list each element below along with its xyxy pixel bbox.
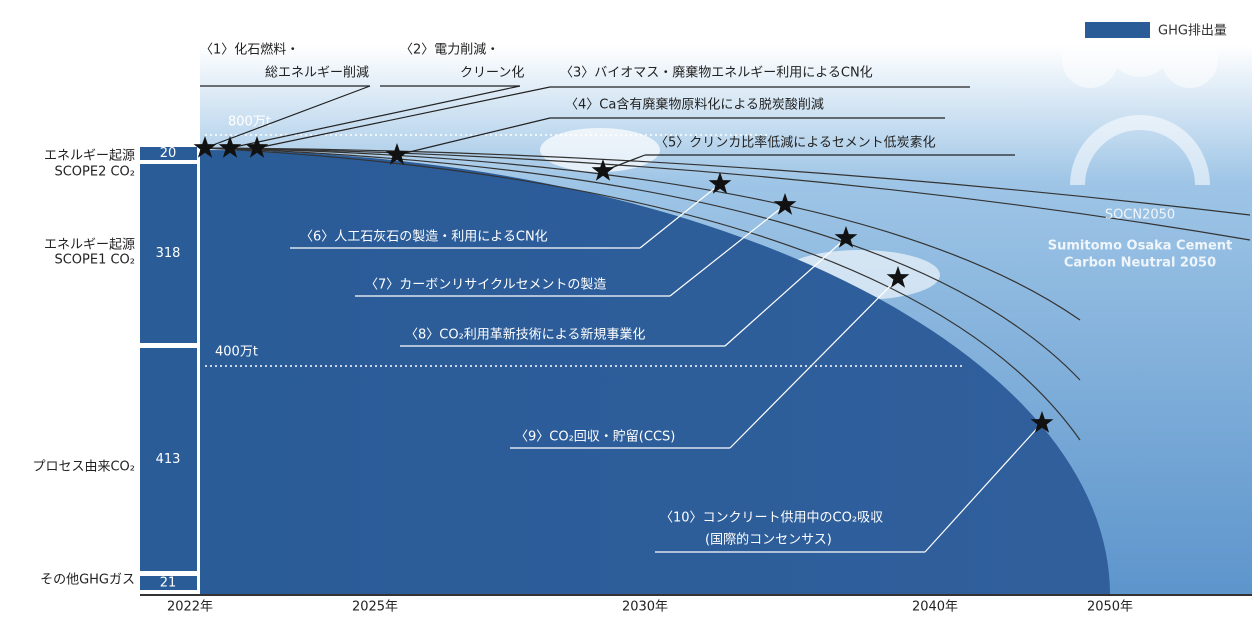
- bar-label: その他GHGガス: [40, 573, 135, 588]
- annotation-text: 〈1〉化石燃料・: [200, 42, 299, 58]
- bar-label: SCOPE1 CO₂: [54, 253, 135, 268]
- bar-label: プロセス由来CO₂: [32, 460, 135, 475]
- annotation-text: 〈10〉コンクリート供用中のCO₂吸収: [660, 511, 883, 526]
- annotation-text: (国際的コンセンサス): [705, 532, 832, 548]
- annotation-text: 〈9〉CO₂回収・貯留(CCS): [515, 430, 675, 445]
- year-label: 2030年: [622, 600, 668, 615]
- legend-label: GHG排出量: [1158, 24, 1227, 39]
- annotation-text: クリーン化: [460, 66, 524, 81]
- diagram: GHG排出量20エネルギー起源SCOPE2 CO₂318エネルギー起源SCOPE…: [0, 0, 1252, 617]
- logo-subtitle: Sumitomo Osaka Cement: [1048, 239, 1232, 254]
- annotation-text: 〈7〉カーボンリサイクルセメントの製造: [365, 278, 606, 293]
- annotation-text: 〈3〉バイオマス・廃棄物エネルギー利用によるCN化: [560, 65, 873, 81]
- annotation-text: 〈4〉Ca含有廃棄物原料化による脱炭酸削減: [565, 97, 824, 113]
- year-label: 2040年: [912, 600, 958, 615]
- threshold-label: 400万t: [215, 345, 258, 360]
- year-label: 2025年: [352, 600, 398, 615]
- threshold-label: 800万t: [228, 115, 271, 130]
- legend-swatch: [1085, 22, 1150, 38]
- logo-title: SOCN2050: [1105, 208, 1175, 223]
- bar-label: エネルギー起源: [44, 149, 135, 164]
- annotation-text: 〈8〉CO₂利用革新技術による新規事業化: [405, 327, 645, 343]
- year-label: 2050年: [1087, 600, 1133, 615]
- bar-value: 21: [160, 576, 177, 591]
- bar-label: エネルギー起源: [44, 238, 135, 253]
- bar-value: 413: [156, 452, 181, 467]
- bar-value: 20: [160, 146, 177, 161]
- logo-subtitle: Carbon Neutral 2050: [1064, 256, 1216, 271]
- annotation-text: 総エネルギー削減: [265, 65, 369, 81]
- bar-value: 318: [156, 246, 181, 261]
- bar-label: SCOPE2 CO₂: [54, 165, 135, 180]
- annotation-text: 〈6〉人工石灰石の製造・利用によるCN化: [300, 230, 548, 245]
- annotation-text: 〈2〉電力削減・: [400, 42, 499, 58]
- annotation-text: 〈5〉クリンカ比率低減によるセメント低炭素化: [655, 135, 936, 151]
- year-label: 2022年: [167, 600, 213, 615]
